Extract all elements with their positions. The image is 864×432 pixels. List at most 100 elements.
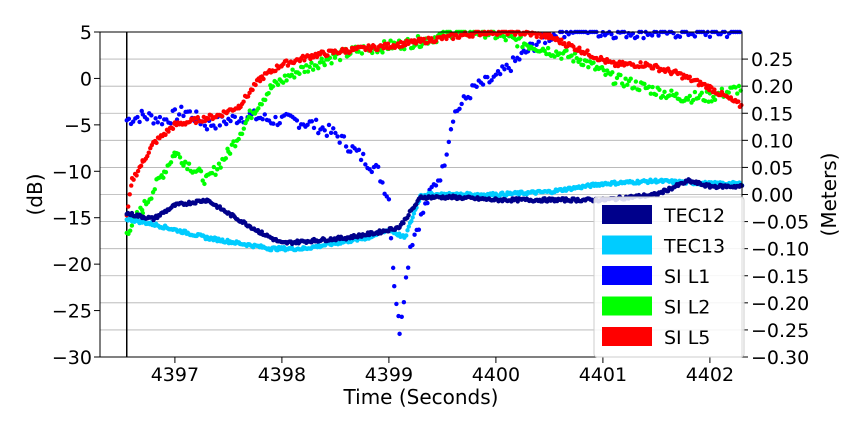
- data-point-si-l2: [736, 83, 742, 89]
- data-point-si-l2: [712, 97, 718, 103]
- data-point-si-l2: [233, 144, 238, 149]
- data-point-si-l1: [194, 109, 199, 114]
- data-point-si-l1: [390, 265, 396, 271]
- legend-swatch-si-l2: [602, 296, 652, 316]
- data-point-si-l1: [493, 72, 499, 77]
- data-point-si-l1: [508, 68, 514, 74]
- data-point-si-l2: [302, 69, 307, 75]
- data-point-si-l1: [356, 147, 362, 152]
- data-point-si-l5: [195, 115, 200, 120]
- data-point-si-l5: [302, 58, 307, 63]
- right-y-axis-ticks: 0.25 0.20 0.15 0.10 0.05 0.00 −0.05 −0.10 −0.15 −…: [742, 49, 809, 369]
- data-point-si-l5: [193, 120, 199, 126]
- x-axis-label: Time (Seconds): [343, 385, 499, 409]
- data-point-si-l2: [618, 72, 623, 78]
- data-point-si-l2: [702, 98, 708, 104]
- data-point-si-l2: [601, 68, 606, 73]
- data-point-si-l1: [442, 163, 447, 168]
- data-point-tec13: [406, 224, 412, 229]
- data-point-si-l2: [213, 172, 218, 177]
- right-y-tick-label: −0.30: [751, 347, 809, 369]
- data-point-si-l1: [425, 200, 430, 206]
- data-point-si-l5: [219, 113, 225, 119]
- data-point-si-l2: [198, 169, 204, 174]
- data-point-si-l2: [667, 93, 672, 98]
- data-point-si-l1: [262, 112, 267, 117]
- data-point-si-l2: [584, 58, 589, 64]
- data-point-si-l1: [504, 62, 509, 68]
- data-point-si-l1: [137, 119, 142, 125]
- data-point-si-l1: [232, 114, 238, 120]
- data-point-si-l1: [468, 96, 473, 101]
- data-point-si-l2: [163, 169, 169, 175]
- legend: TEC12 TEC13 SI L1 SI L2 SI L5: [593, 196, 745, 358]
- data-point-si-l2: [284, 78, 289, 83]
- data-point-si-l5: [126, 204, 131, 209]
- data-point-si-l5: [712, 87, 717, 92]
- data-point-si-l1: [656, 33, 661, 38]
- data-point-si-l1: [168, 121, 173, 126]
- data-point-si-l5: [736, 99, 741, 104]
- data-point-si-l1: [277, 120, 282, 126]
- data-point-si-l5: [314, 54, 320, 60]
- x-axis-ticks: 4397 4398 4399 4400 4401 4402: [151, 357, 734, 386]
- data-point-si-l5: [206, 116, 211, 121]
- x-tick-label: 4401: [579, 364, 627, 386]
- data-point-si-l1: [273, 114, 278, 120]
- data-point-si-l5: [170, 126, 176, 131]
- right-y-tick-label: 0.20: [751, 76, 793, 98]
- data-point-tec13: [405, 228, 410, 233]
- legend-swatch-tec12: [602, 205, 652, 224]
- data-point-si-l2: [266, 90, 271, 96]
- data-point-si-l1: [331, 126, 336, 131]
- left-y-tick-label: −15: [52, 208, 92, 230]
- data-point-si-l1: [313, 117, 319, 123]
- data-point-si-l2: [317, 60, 323, 65]
- data-point-si-l1: [512, 58, 518, 64]
- data-point-si-l2: [310, 67, 316, 72]
- data-point-si-l1: [343, 144, 349, 149]
- data-point-si-l2: [168, 160, 174, 165]
- data-point-si-l2: [249, 115, 254, 121]
- data-point-si-l2: [691, 97, 696, 103]
- data-point-si-l1: [649, 33, 655, 38]
- right-y-tick-label: 0.10: [751, 130, 793, 152]
- data-point-si-l5: [163, 132, 168, 137]
- data-point-si-l2: [581, 62, 586, 68]
- data-point-si-l2: [247, 108, 252, 113]
- data-point-si-l2: [564, 48, 569, 53]
- data-point-si-l2: [309, 60, 314, 65]
- data-point-si-l5: [145, 154, 150, 159]
- data-point-si-l5: [739, 102, 744, 108]
- data-point-si-l2: [692, 89, 698, 95]
- data-point-si-l1: [305, 122, 310, 128]
- data-point-si-l2: [726, 90, 731, 95]
- data-point-si-l2: [687, 93, 692, 99]
- data-point-si-l2: [275, 82, 281, 88]
- data-point-si-l1: [322, 128, 327, 133]
- data-point-si-l1: [598, 33, 603, 39]
- data-point-si-l5: [709, 85, 714, 90]
- data-point-si-l2: [625, 82, 630, 88]
- data-point-si-l2: [559, 56, 564, 61]
- data-point-si-l1: [394, 301, 399, 307]
- data-point-si-l2: [653, 92, 659, 97]
- data-point-si-l1: [376, 164, 381, 170]
- data-point-si-l1: [536, 39, 541, 44]
- data-point-si-l1: [139, 108, 144, 114]
- data-point-si-l2: [319, 56, 324, 61]
- data-point-si-l2: [176, 151, 181, 157]
- data-point-si-l2: [657, 87, 662, 92]
- data-point-si-l2: [185, 166, 190, 172]
- data-point-si-l5: [273, 68, 278, 74]
- data-point-si-l5: [577, 45, 582, 50]
- data-point-si-l2: [520, 44, 525, 50]
- data-point-si-l1: [405, 265, 411, 270]
- left-y-tick-label: 0: [80, 68, 92, 90]
- data-point-si-l2: [603, 72, 608, 78]
- data-point-si-l1: [542, 40, 548, 46]
- data-point-si-l5: [138, 163, 144, 169]
- data-point-tec13: [409, 219, 414, 224]
- data-point-si-l1: [172, 107, 178, 112]
- data-point-si-l5: [385, 41, 391, 46]
